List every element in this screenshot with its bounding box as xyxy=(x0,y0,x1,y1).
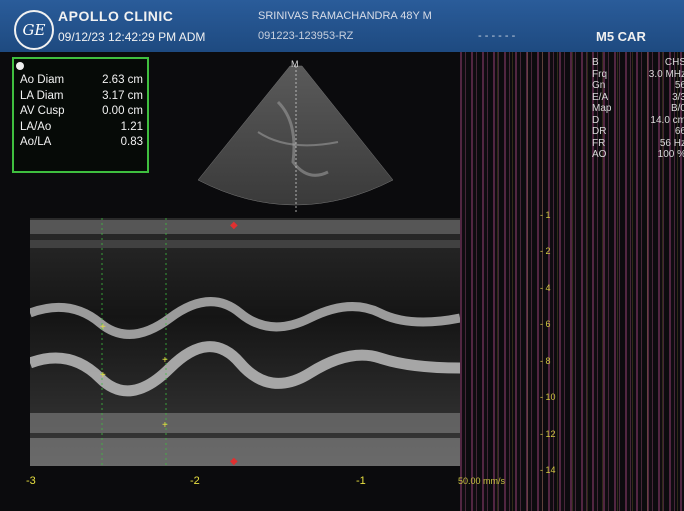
depth-tick: - 4 xyxy=(540,282,551,293)
param-value: 3.0 MHz xyxy=(648,68,684,80)
depth-scale: - 1 - 2 - 4 - 6 - 8 - 10 - 12 - 14 xyxy=(540,210,580,480)
m-mode-trace: + + + + ◆ ◆ xyxy=(30,218,460,466)
svg-text:◆: ◆ xyxy=(230,456,238,466)
depth-tick: - 14 xyxy=(540,465,556,475)
param-key: DR xyxy=(592,126,607,137)
measurement-row: Ao Diam 2.63 cm xyxy=(14,73,147,89)
param-value: B/0 xyxy=(670,103,684,114)
time-tick: -3 xyxy=(26,475,36,487)
vertical-noise-band-yellow xyxy=(490,52,684,511)
param-row: Frq 3.0 MHz xyxy=(592,69,684,81)
acquisition-params: B CHS Frq 3.0 MHz Gn 56 E/A 3/3 Map B/0 D 14.0 cm DR… xyxy=(592,57,684,161)
param-key: Map xyxy=(592,103,612,114)
param-row: FR 56 Hz xyxy=(592,138,684,150)
measurement-label: Ao Diam xyxy=(20,74,65,86)
param-value: 66 xyxy=(674,126,684,137)
param-key: Frq xyxy=(592,68,607,80)
depth-tick: - 10 xyxy=(540,392,556,403)
param-key: E/A xyxy=(592,91,609,103)
record-dot-icon xyxy=(16,62,24,70)
measurement-row: LA/Ao 1.21 xyxy=(14,120,147,136)
depth-tick: - 12 xyxy=(540,428,556,439)
time-tick: -2 xyxy=(190,475,200,487)
param-row: D 14.0 cm xyxy=(592,115,684,127)
param-row: B CHS xyxy=(592,57,684,69)
measurement-row: LA Diam 3.17 cm xyxy=(14,89,147,105)
patient-id: 091223-123953-RZ xyxy=(258,30,354,42)
measurement-label: Ao/LA xyxy=(20,136,52,148)
measurement-label: AV Cusp xyxy=(20,105,65,117)
measurement-value: 0.00 cm xyxy=(102,105,143,117)
param-value: 3/3 xyxy=(672,91,684,103)
svg-text:+: + xyxy=(100,370,106,381)
sector-marker: M xyxy=(291,59,299,69)
measurement-panel: Ao Diam 2.63 cm LA Diam 3.17 cm AV Cusp 0.00 … xyxy=(12,57,149,173)
param-value: 100 % xyxy=(657,149,684,160)
depth-tick: - 6 xyxy=(540,319,551,330)
param-value: 56 xyxy=(674,80,684,91)
param-row: DR 66 xyxy=(592,126,684,138)
param-key: Gn xyxy=(592,80,606,91)
b-mode-sector xyxy=(198,65,393,212)
measurement-label: LA/Ao xyxy=(20,120,52,133)
patient-name: SRINIVAS RAMACHANDRA 48Y M xyxy=(258,10,432,22)
param-value: 14.0 cm xyxy=(650,114,684,126)
param-value: 56 Hz xyxy=(659,137,684,149)
svg-text:+: + xyxy=(162,355,168,366)
param-row: AO 100 % xyxy=(592,149,684,161)
vertical-noise-band xyxy=(460,52,684,511)
clinic-name: APOLLO CLINIC xyxy=(58,8,174,24)
measurement-row: AV Cusp 0.00 cm xyxy=(14,104,147,120)
ge-logo-icon: GE xyxy=(14,10,54,50)
time-tick: -1 xyxy=(356,475,366,487)
measurement-panel-header xyxy=(14,59,147,73)
measurement-value: 1.21 xyxy=(120,120,143,133)
header-bar: GE APOLLO CLINIC 09/12/23 12:42:29 PM AD… xyxy=(0,0,684,52)
measurement-value: 3.17 cm xyxy=(102,89,143,102)
measurement-value: 0.83 xyxy=(120,136,143,148)
depth-tick: - 1 xyxy=(540,210,551,220)
measurement-row: Ao/LA 0.83 xyxy=(14,135,147,151)
depth-tick: - 2 xyxy=(540,246,551,257)
param-key: FR xyxy=(592,137,606,149)
param-key: B xyxy=(592,57,599,68)
measurement-label: LA Diam xyxy=(20,89,64,102)
svg-text:+: + xyxy=(162,420,168,431)
param-key: D xyxy=(592,114,600,126)
param-row: E/A 3/3 xyxy=(592,92,684,104)
svg-text:+: + xyxy=(100,322,106,333)
measurement-value: 2.63 cm xyxy=(102,74,143,86)
header-placeholder: - - - - - - xyxy=(478,30,516,42)
param-key: AO xyxy=(592,149,607,160)
param-row: Map B/0 xyxy=(592,103,684,115)
param-row: Gn 56 xyxy=(592,80,684,92)
sweep-speed: 50.00 mm/s xyxy=(458,476,506,486)
svg-text:◆: ◆ xyxy=(230,220,238,231)
probe-label: M5 CAR xyxy=(596,29,646,44)
param-value: CHS xyxy=(664,57,684,68)
exam-datetime: 09/12/23 12:42:29 PM ADM xyxy=(58,30,206,44)
depth-tick: - 8 xyxy=(540,355,551,366)
